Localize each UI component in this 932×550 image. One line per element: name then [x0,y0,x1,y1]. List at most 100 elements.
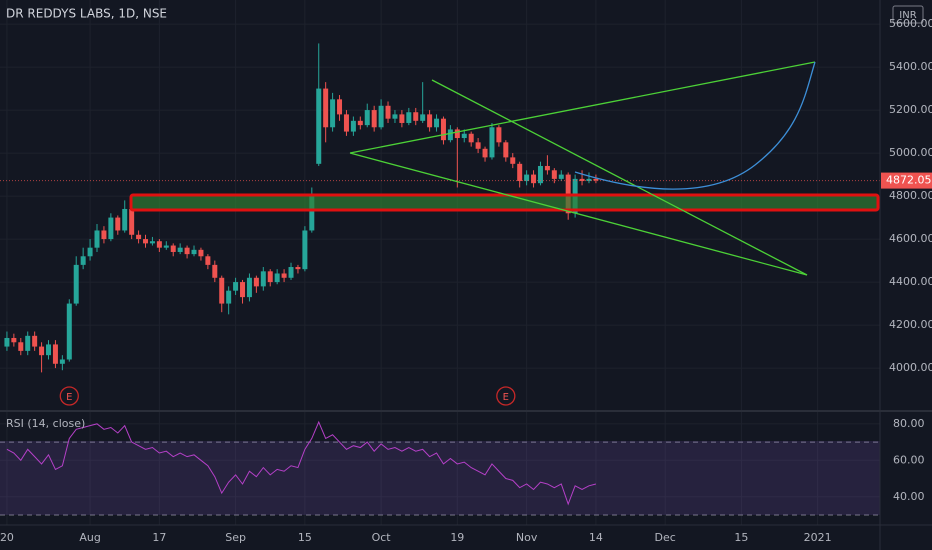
candle-body [267,271,273,283]
candle-body [191,249,197,255]
x-tick-label: 17 [152,531,166,544]
candle-body [66,303,72,360]
candle-body [52,344,58,364]
candle-body [246,277,252,298]
y-tick-label: 4400.00 [889,275,932,288]
candle-body [94,230,100,248]
trend-line [349,61,816,154]
candle-body [475,142,481,149]
candle-body [219,277,225,304]
earnings-label: E [66,392,72,403]
candle-body [39,346,45,356]
candle-body [240,282,246,298]
candle-body [489,127,495,158]
last-price-label: 4872.05 [886,174,932,187]
candle-body [281,273,287,278]
y-tick-label: 5600.00 [889,17,932,30]
axis: 20 Aug 17 Sep 15 Oct 19 Nov 14 Dec 15 2021 4000.00 42… [0,17,932,544]
candle-body [101,230,107,240]
y-tick-label: 5400.00 [889,60,932,73]
candle-body [170,245,176,252]
candle-body [288,267,294,278]
candle-body [447,129,453,141]
candle-body [143,239,149,244]
x-tick-label: 14 [589,531,603,544]
candle-body [87,247,93,257]
candle-body [378,105,384,128]
candle-body [80,256,86,265]
candle-body [468,133,474,143]
candle-body [295,267,301,270]
x-tick-label: 15 [734,531,748,544]
candle-body [350,120,356,132]
candle-body [496,127,502,143]
candle-body [551,170,557,179]
candle-body [108,217,114,240]
support-zone [129,193,880,212]
candle-body [420,114,426,121]
candle-body [163,245,169,248]
y-tick-label: 5200.00 [889,103,932,116]
candle-body [503,142,509,158]
candle-body [517,163,523,182]
x-tick-label: Nov [516,531,538,544]
y-tick-label: 40.00 [893,490,925,503]
y-tick-label: 5000.00 [889,146,932,159]
rsi-band-fill [0,441,880,515]
candle-body [59,359,65,364]
candle-body [129,208,135,235]
earnings-label: E [503,392,509,403]
candle-body [364,110,370,126]
candle-body [593,178,599,181]
candle-body [316,88,322,164]
candle-body [212,264,218,278]
candle-body [260,271,266,287]
candle-body [136,234,142,240]
rsi-title: RSI (14, close) [6,417,85,430]
candle-body [274,273,280,283]
candle-body [46,344,52,356]
x-tick-label: 2021 [804,531,832,544]
candle-body [149,241,155,244]
candle-body [461,133,467,139]
x-tick-label: Aug [79,531,100,544]
candle-body [434,118,440,128]
candle-body [205,256,211,265]
currency-box [892,5,924,24]
candle-body [440,118,446,141]
candle-body [156,241,162,248]
candle-body [233,282,239,291]
candle-body [399,114,405,123]
candle-body [184,247,190,255]
candle-body [357,120,363,126]
candle-body [337,99,343,115]
candle-body [482,148,488,158]
candle-body [309,193,315,231]
candle-body [330,99,336,128]
candle-body [558,174,564,179]
last-price-tag [881,172,932,189]
trend-line [431,79,808,276]
candle-body [73,264,79,304]
candle-body [177,247,183,252]
candle-body [198,249,204,257]
candle-body [524,174,530,182]
chart-title: DR REDDYS LABS, 1D, NSE [6,7,167,21]
x-tick-label: 15 [298,531,312,544]
candle-body [302,230,308,270]
earnings-marker [496,386,516,406]
candle-body [253,277,259,287]
x-tick-label: 19 [450,531,464,544]
earnings-marker [59,386,79,406]
candle-body [371,110,377,128]
candle-body [413,112,419,121]
x-tick-label: 20 [0,531,14,544]
x-tick-label: Oct [372,531,392,544]
candle-body [427,114,433,128]
candle-body [579,178,585,182]
y-tick-label: 60.00 [893,453,925,466]
candle-body [544,165,550,171]
candle-body [115,217,121,231]
